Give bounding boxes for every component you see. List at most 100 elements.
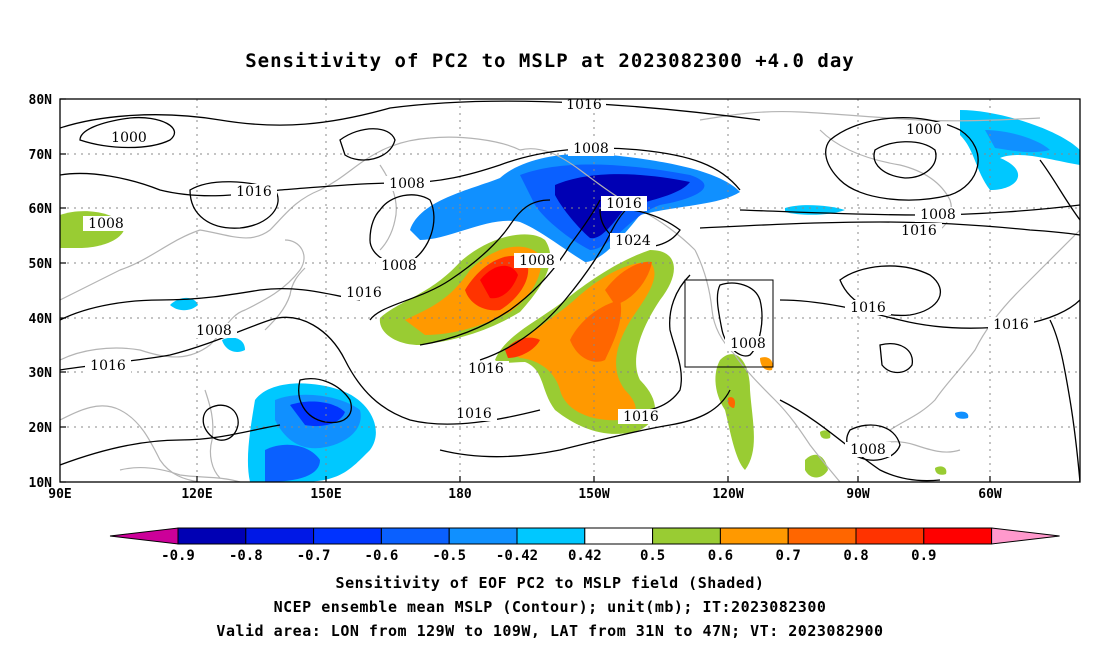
colorbar-tick-label: -0.8 <box>229 548 263 564</box>
contour-line <box>479 199 641 361</box>
colorbar-segment <box>855 527 925 545</box>
coastline-west-na <box>694 249 841 482</box>
colorbar-tick-label: -0.42 <box>496 548 538 564</box>
lon-tick-label: 150E <box>310 487 341 502</box>
contour-line <box>779 399 941 482</box>
contour-label-text: 1016 <box>566 97 602 113</box>
lat-tick-label: 30N <box>29 366 53 381</box>
lon-tick-label: 120E <box>181 487 212 502</box>
contour-line <box>298 378 352 424</box>
contour-label-text: 1008 <box>196 323 232 339</box>
positive-region-caribbean-2 <box>820 430 831 439</box>
colorbar-tick-label: -0.7 <box>297 548 331 564</box>
positive-region-central-pacific-core <box>480 265 518 299</box>
colorbar-segment <box>787 527 857 545</box>
contour-line <box>825 117 979 201</box>
lon-axis-labels: 90E 120E 150E 180 150W 120W 90W 60W <box>48 487 1002 502</box>
contour-line <box>419 199 601 346</box>
grid-lines <box>60 99 1080 482</box>
positive-region-gyre-darkorange <box>570 300 622 362</box>
contour-label: 1016 <box>463 361 509 377</box>
contour-label-text: 1008 <box>850 442 886 458</box>
contour-label-text: 1016 <box>236 184 272 200</box>
contour-label: 1000 <box>106 130 152 146</box>
contour-label-group: 1016 1000 1008 1016 1008 1016 1024 1008 … <box>83 97 1034 458</box>
coastline-japan <box>264 267 306 331</box>
caption-line-1: Sensitivity of EOF PC2 to MSLP field (Sh… <box>335 574 765 592</box>
positive-region-gyre-red <box>505 337 540 358</box>
blue-region-small-1 <box>170 297 198 311</box>
contour-line <box>60 424 281 466</box>
colorbar-tick-label: -0.5 <box>432 548 466 564</box>
contour-label-text: 1016 <box>993 317 1029 333</box>
contour-label-text: 1016 <box>456 406 492 422</box>
blue-region-atlantic-core <box>985 130 1050 153</box>
contour-line <box>60 316 541 425</box>
colorbar-segment <box>516 527 586 545</box>
blue-region-west-pacific-south <box>265 444 320 482</box>
contour-label: 1008 <box>725 336 771 352</box>
positive-region-gyre-north <box>605 261 652 305</box>
contour-line <box>189 181 279 229</box>
contour-label-text: 1000 <box>111 130 147 146</box>
positive-region-mexico-orange <box>727 397 736 408</box>
axis-ticks <box>60 98 991 483</box>
contour-label: 1024 <box>610 233 656 249</box>
lon-tick-label: 90W <box>846 487 870 502</box>
coastline-asia <box>60 136 521 301</box>
colorbar-segment <box>313 527 382 545</box>
contour-label: 1016 <box>341 285 387 301</box>
colorbar-segment <box>652 527 721 545</box>
contour-label: 1016 <box>618 409 664 425</box>
lat-tick-label: 80N <box>29 93 53 108</box>
positive-region-caribbean <box>805 454 828 478</box>
lon-tick-label: 180 <box>448 487 472 502</box>
contour-label: 1008 <box>915 207 961 223</box>
contour-label-text: 1008 <box>389 176 425 192</box>
contour-label-text: 1016 <box>623 409 659 425</box>
contour-line <box>873 141 937 179</box>
contour-line <box>1049 319 1080 482</box>
contour-line <box>202 404 239 441</box>
lat-tick-label: 20N <box>29 421 53 436</box>
contour-label: 1008 <box>384 176 430 192</box>
contour-label: 1016 <box>845 300 891 316</box>
colorbar-tick-label: 0.6 <box>708 548 733 564</box>
contour-label-text: 1016 <box>850 300 886 316</box>
colorbar-segment <box>448 527 518 545</box>
contour-line <box>779 299 1080 329</box>
lon-tick-label: 90E <box>48 487 71 502</box>
contour-label-text: 1000 <box>906 122 942 138</box>
lat-tick-label: 70N <box>29 148 53 163</box>
contour-label-text: 1008 <box>88 216 124 232</box>
contour-label-text: 1008 <box>920 207 956 223</box>
lon-tick-label: 150W <box>578 487 609 502</box>
contour-label-text: 1008 <box>730 336 766 352</box>
coastline-arctic <box>699 110 1041 122</box>
contour-label: 1016 <box>562 97 606 113</box>
contour-label-text: 1016 <box>468 361 504 377</box>
coastline-indonesia <box>119 466 241 482</box>
lon-tick-label: 120W <box>712 487 743 502</box>
lat-tick-label: 60N <box>29 202 53 217</box>
colorbar-tick-label: 0.9 <box>911 548 936 564</box>
contour-label-text: 1016 <box>346 285 382 301</box>
lat-tick-label: 50N <box>29 257 53 272</box>
contour-label-text: 1016 <box>90 358 126 374</box>
colorbar-high-arrow <box>991 527 1060 545</box>
colorbar-segment <box>177 527 247 545</box>
lat-axis-labels: 80N 70N 60N 50N 40N 30N 20N 10N <box>29 93 53 491</box>
plot-frame <box>59 98 1081 483</box>
contour-label-text: 1008 <box>519 253 555 269</box>
colorbar-tick-label: 0.7 <box>776 548 801 564</box>
contour-label: 1016 <box>231 184 277 200</box>
contour-line <box>79 116 176 149</box>
colorbar-segment <box>245 527 315 545</box>
coastline-philippines <box>204 389 221 479</box>
contour-label-text: 1008 <box>381 258 417 274</box>
chart-title: Sensitivity of PC2 to MSLP at 2023082300… <box>245 50 855 72</box>
contour-line <box>439 389 731 458</box>
colorbar-tick-label: -0.9 <box>161 548 195 564</box>
lat-tick-label: 40N <box>29 312 53 327</box>
contour-line <box>60 100 761 129</box>
